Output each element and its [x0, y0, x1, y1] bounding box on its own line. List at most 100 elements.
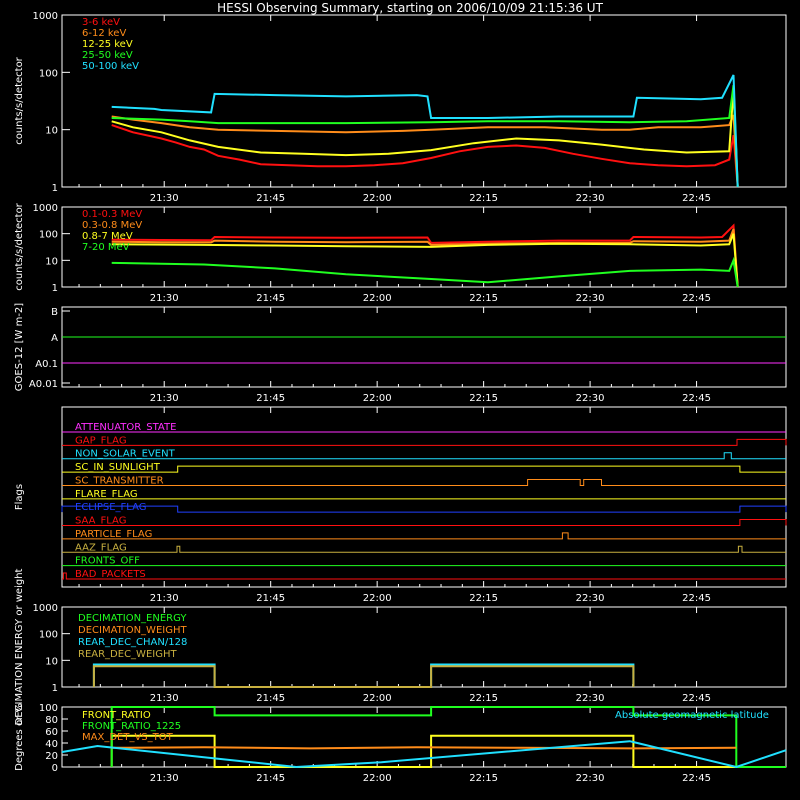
panel-gamma-ytick-label: 10: [45, 256, 58, 267]
ratio-ytick-label: 20: [45, 751, 58, 762]
panel-flags-xtick-label: 22:15: [469, 593, 498, 604]
panel-goes-xtick-label: 22:15: [469, 393, 498, 404]
panel-hxr-low-ytick-label: 100: [39, 68, 58, 79]
flag-trace: [62, 478, 786, 486]
flag-label: NON_SOLAR_EVENT: [75, 449, 176, 460]
flag-label: SC_IN_SUNLIGHT: [75, 462, 161, 473]
ratio-legend-entry: MAX_DET_VS_TOT: [82, 732, 174, 743]
panel-hxr-low-frame: [61, 14, 787, 188]
panel-hxr-low-xtick-label: 21:30: [150, 193, 179, 204]
panel-gamma-legend-entry: 0.8-7 MeV: [82, 231, 133, 242]
geomag-annotation: Absolute geomagnetic latitude: [615, 710, 769, 721]
panel-gamma-ylabel: counts/s/detector: [14, 202, 25, 290]
panel-hxr-low-legend-entry: 6-12 keV: [82, 28, 126, 39]
panel-decimation-xtick-label: 21:30: [150, 693, 179, 704]
flag-label: GAP_FLAG: [75, 435, 127, 446]
panel-ratio-xtick-label: 21:30: [150, 773, 179, 784]
panel-decimation-ytick-label: 1: [52, 683, 58, 694]
panel-hxr-low-ytick-label: 1: [52, 183, 58, 194]
panel-decimation-xtick-label: 22:15: [469, 693, 498, 704]
panel-decimation-xtick-label: 22:30: [576, 693, 605, 704]
panel-goes-xtick-label: 22:00: [363, 393, 392, 404]
panel-decimation-ytick-label: 100: [39, 630, 58, 641]
panel-goes-xtick-label: 22:30: [576, 393, 605, 404]
ratio-series-line: [110, 706, 786, 768]
panel-goes-xtick-label: 21:30: [150, 393, 179, 404]
ratio-ytick-label: 0: [52, 763, 58, 774]
flag-label: AAZ_FLAG: [75, 542, 127, 553]
panel-gamma-xtick-label: 21:30: [150, 293, 179, 304]
panel-ratio-xtick-label: 22:30: [576, 773, 605, 784]
panel-flags-xtick-label: 22:00: [363, 593, 392, 604]
panel-gamma-legend-entry: 0.3-0.8 MeV: [82, 220, 142, 231]
panel-gamma-legend-entry: 7-20 MeV: [82, 242, 130, 253]
ratio-legend-entry: FRONT_RATIO: [82, 710, 151, 721]
panel-hxr-low-ytick-label: 1000: [33, 11, 58, 22]
panel-hxr-low-series-line: [111, 74, 739, 188]
panel-hxr-low-series-line: [111, 89, 739, 188]
goes-ytick-label: A0.1: [35, 359, 58, 370]
panel-hxr-low-xtick-label: 22:15: [469, 193, 498, 204]
ratio-series-line: [61, 740, 787, 769]
flag-trace: [62, 532, 786, 540]
panel-hxr-low-series-line: [111, 124, 739, 188]
panel-decimation-xtick-label: 22:00: [363, 693, 392, 704]
ratio-legend-entry: FRONT_RATIO_1225: [82, 721, 181, 732]
flag-label: SAA_FLAG: [75, 516, 126, 527]
ratio-series-line: [111, 746, 737, 750]
ratio-series-line: [110, 734, 737, 768]
panel-gamma-xtick-label: 21:45: [256, 293, 285, 304]
panel-decimation-ytick-label: 10: [45, 656, 58, 667]
panel-goes-frame: [61, 306, 787, 388]
panel-ratio-xtick-label: 22:45: [682, 773, 711, 784]
flag-label: BAD_PACKETS: [75, 569, 146, 580]
panel-hxr-low-series-line: [111, 114, 739, 188]
flag-trace: [62, 465, 786, 473]
panel-decimation-legend-entry: DECIMATION_WEIGHT: [78, 625, 187, 636]
panel-decimation-xtick-label: 22:45: [682, 693, 711, 704]
panel-hxr-low-legend-entry: 50-100 keV: [82, 61, 139, 72]
figure-title: HESSI Observing Summary, starting on 200…: [217, 1, 603, 15]
flag-trace: [61, 505, 787, 513]
panel-gamma-ytick-label: 1: [52, 283, 58, 294]
panel-gamma-xtick-label: 22:15: [469, 293, 498, 304]
panel-decimation-legend-entry: REAR_DEC_WEIGHT: [78, 649, 177, 660]
panel-gamma-ytick-label: 100: [39, 230, 58, 241]
ratio-ytick-label: 40: [45, 739, 58, 750]
panel-hxr-low-legend-entry: 25-50 keV: [82, 50, 133, 61]
panel-flags-xtick-label: 21:30: [150, 593, 179, 604]
panel-ratio-ylabel: Degrees or %: [14, 703, 25, 771]
panel-gamma-series-line: [111, 256, 739, 288]
panel-gamma-ytick-label: 1000: [33, 203, 58, 214]
panel-decimation-xtick-label: 21:45: [256, 693, 285, 704]
panel-flags-xtick-label: 21:45: [256, 593, 285, 604]
panel-decimation-ytick-label: 1000: [33, 603, 58, 614]
panel-gamma-xtick-label: 22:30: [576, 293, 605, 304]
panel-gamma-frame: [61, 206, 787, 288]
flag-trace: [62, 519, 787, 527]
goes-ytick-label: A0.01: [29, 379, 58, 390]
panel-decimation-legend-entry: DECIMATION_ENERGY: [78, 613, 187, 624]
panel-gamma-series-line: [111, 233, 739, 288]
panel-hxr-low-xtick-label: 22:30: [576, 193, 605, 204]
panel-hxr-low-xtick-label: 21:45: [256, 193, 285, 204]
flag-label: FRONTS_OFF: [75, 556, 140, 567]
ratio-ytick-label: 60: [45, 727, 58, 738]
panel-goes-xtick-label: 21:45: [256, 393, 285, 404]
panel-decimation-legend-entry: REAR_DEC_CHAN/128: [78, 637, 187, 648]
panel-flags-xtick-label: 22:30: [576, 593, 605, 604]
panel-hxr-low-ylabel: counts/s/detector: [14, 56, 25, 144]
panel-hxr-low-series-line: [111, 84, 739, 188]
panels-group: 21:30 21:45 22:00 22:15 22:30 22:45 counts/s/d…: [14, 11, 787, 784]
panel-decimation-series-line: [92, 665, 635, 688]
panel-flags-frame: [61, 406, 787, 588]
goes-ytick-label: B: [51, 307, 58, 318]
panel-ratio-xtick-label: 22:15: [469, 773, 498, 784]
panel-hxr-low-xtick-label: 22:45: [682, 193, 711, 204]
panel-gamma-legend-entry: 0.1-0.3 MeV: [82, 209, 142, 220]
panel-ratio-xtick-label: 21:45: [256, 773, 285, 784]
flag-trace: [62, 438, 787, 446]
panel-flags-xtick-label: 22:45: [682, 593, 711, 604]
ratio-ytick-label: 80: [45, 715, 58, 726]
